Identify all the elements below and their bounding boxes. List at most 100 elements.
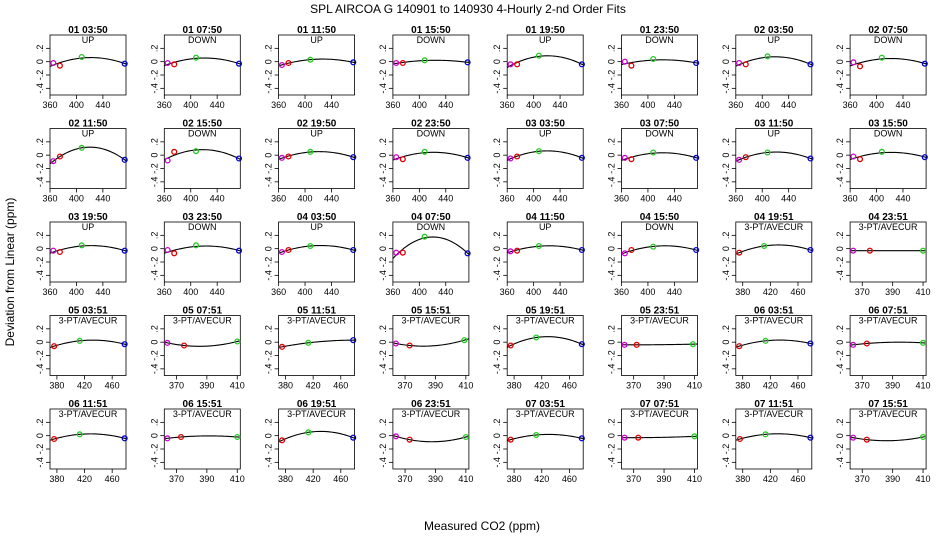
x-tick-label: 390 bbox=[199, 381, 214, 391]
x-tick-label: 400 bbox=[640, 287, 655, 297]
y-tick-label: 0 bbox=[35, 59, 45, 64]
y-tick-label: -.2 bbox=[378, 70, 388, 81]
x-tick-label: 460 bbox=[333, 474, 348, 484]
fit-curve bbox=[735, 244, 812, 255]
panel: 04 23:513-PT/AVECUR -.4 -.2 0 .2 370 390 410 bbox=[835, 212, 930, 297]
data-point-red bbox=[633, 341, 640, 348]
panel: 06 23:513-PT/AVECUR -.4 -.2 0 .2 370 390 410 bbox=[378, 399, 473, 484]
fit-curve bbox=[164, 149, 241, 161]
y-tick-label: -.4 bbox=[35, 177, 45, 188]
data-point-magenta bbox=[50, 59, 57, 67]
panel: 05 19:513-PT/AVECUR -.4 -.2 0 .2 380 420 460 bbox=[492, 306, 585, 391]
y-tick-label: .2 bbox=[607, 419, 617, 427]
y-tick-label: -.2 bbox=[264, 257, 274, 268]
y-tick-label: -.2 bbox=[721, 257, 731, 268]
x-tick-label: 410 bbox=[230, 381, 245, 391]
data-point-red bbox=[51, 435, 58, 443]
y-tick-label: -.4 bbox=[35, 270, 45, 281]
y-tick-label: -.4 bbox=[149, 177, 159, 188]
y-tick-label: .2 bbox=[492, 45, 502, 53]
y-tick-label: -.4 bbox=[35, 364, 45, 375]
y-tick-label: 0 bbox=[378, 246, 388, 251]
y-tick-label: 0 bbox=[607, 340, 617, 345]
data-point-magenta bbox=[164, 435, 171, 442]
data-point-green bbox=[76, 431, 83, 438]
x-tick-label: 440 bbox=[95, 194, 110, 204]
x-tick-label: 360 bbox=[614, 287, 629, 297]
y-tick-label: 0 bbox=[492, 59, 502, 64]
data-point-blue bbox=[121, 435, 128, 442]
panel-title: 05 19:51 bbox=[525, 306, 565, 317]
data-point-red bbox=[285, 153, 292, 160]
y-tick-label: .2 bbox=[835, 45, 845, 53]
y-tick-label: -.4 bbox=[835, 457, 845, 468]
y-tick-label: 0 bbox=[264, 340, 274, 345]
panel-title: 01 11:50 bbox=[297, 25, 336, 36]
panel-mode-label: UP bbox=[768, 35, 781, 45]
panel-title: 05 03:51 bbox=[68, 306, 108, 317]
y-tick-label: -.4 bbox=[835, 177, 845, 188]
x-tick-label: 440 bbox=[438, 100, 453, 110]
y-tick-label: -.2 bbox=[264, 70, 274, 81]
y-tick-label: 0 bbox=[721, 59, 731, 64]
fit-curve bbox=[164, 435, 241, 440]
y-tick-label: -.2 bbox=[378, 350, 388, 361]
data-point-red bbox=[856, 156, 864, 163]
data-point-blue bbox=[350, 59, 357, 66]
data-point-red bbox=[171, 61, 178, 68]
data-point-green bbox=[762, 337, 769, 344]
data-point-magenta bbox=[621, 434, 628, 441]
panel-title: 02 19:50 bbox=[297, 119, 337, 130]
y-tick-label: .2 bbox=[835, 232, 845, 240]
x-tick-label: 390 bbox=[428, 381, 443, 391]
y-tick-label: .2 bbox=[607, 325, 617, 333]
data-point-red bbox=[507, 436, 514, 443]
fit-curve bbox=[735, 433, 812, 441]
fit-curve bbox=[49, 433, 127, 441]
y-tick-label: -.4 bbox=[264, 83, 274, 94]
y-tick-label: 0 bbox=[721, 340, 731, 345]
data-point-magenta bbox=[850, 153, 857, 160]
x-tick-label: 370 bbox=[398, 381, 413, 391]
y-tick-label: -.2 bbox=[149, 257, 159, 268]
x-tick-label: 440 bbox=[667, 287, 682, 297]
data-point-magenta bbox=[164, 339, 171, 346]
x-tick-label: 380 bbox=[735, 287, 750, 297]
y-tick-label: -.2 bbox=[35, 163, 45, 174]
y-tick-label: -.2 bbox=[607, 70, 617, 81]
data-point-green bbox=[650, 55, 657, 63]
x-tick-label: 400 bbox=[183, 194, 198, 204]
y-tick-label: 0 bbox=[835, 433, 845, 438]
y-tick-label: 0 bbox=[835, 153, 845, 158]
y-tick-label: .2 bbox=[378, 138, 388, 146]
fit-curve bbox=[621, 245, 698, 255]
x-tick-label: 360 bbox=[385, 287, 400, 297]
data-point-green bbox=[761, 242, 768, 250]
y-tick-label: .2 bbox=[492, 325, 502, 333]
y-tick-label: -.2 bbox=[721, 70, 731, 81]
panel-title: 03 07:50 bbox=[640, 119, 680, 130]
data-point-red bbox=[635, 434, 642, 441]
x-axis-label: Measured CO2 (ppm) bbox=[424, 519, 540, 533]
x-tick-label: 360 bbox=[42, 194, 57, 204]
y-tick-label: -.2 bbox=[149, 163, 159, 174]
x-tick-label: 440 bbox=[210, 287, 225, 297]
panel: 05 15:513-PT/AVECUR -.4 -.2 0 .2 370 390 410 bbox=[378, 306, 473, 391]
y-tick-label: -.4 bbox=[378, 457, 388, 468]
y-tick-label: .2 bbox=[264, 232, 274, 240]
y-tick-label: .2 bbox=[492, 138, 502, 146]
y-tick-label: .2 bbox=[264, 138, 274, 146]
data-point-magenta bbox=[850, 247, 857, 254]
x-tick-label: 360 bbox=[728, 100, 743, 110]
x-tick-label: 370 bbox=[855, 474, 870, 484]
y-tick-label: -.4 bbox=[835, 364, 845, 375]
data-point-magenta bbox=[621, 341, 628, 348]
y-tick-label: .2 bbox=[721, 419, 731, 427]
x-tick-label: 360 bbox=[500, 287, 515, 297]
data-point-blue bbox=[350, 246, 357, 254]
panel-mode-label: 3-PT/AVECUR bbox=[59, 409, 118, 419]
data-point-red bbox=[736, 343, 743, 350]
data-point-magenta bbox=[736, 156, 743, 163]
